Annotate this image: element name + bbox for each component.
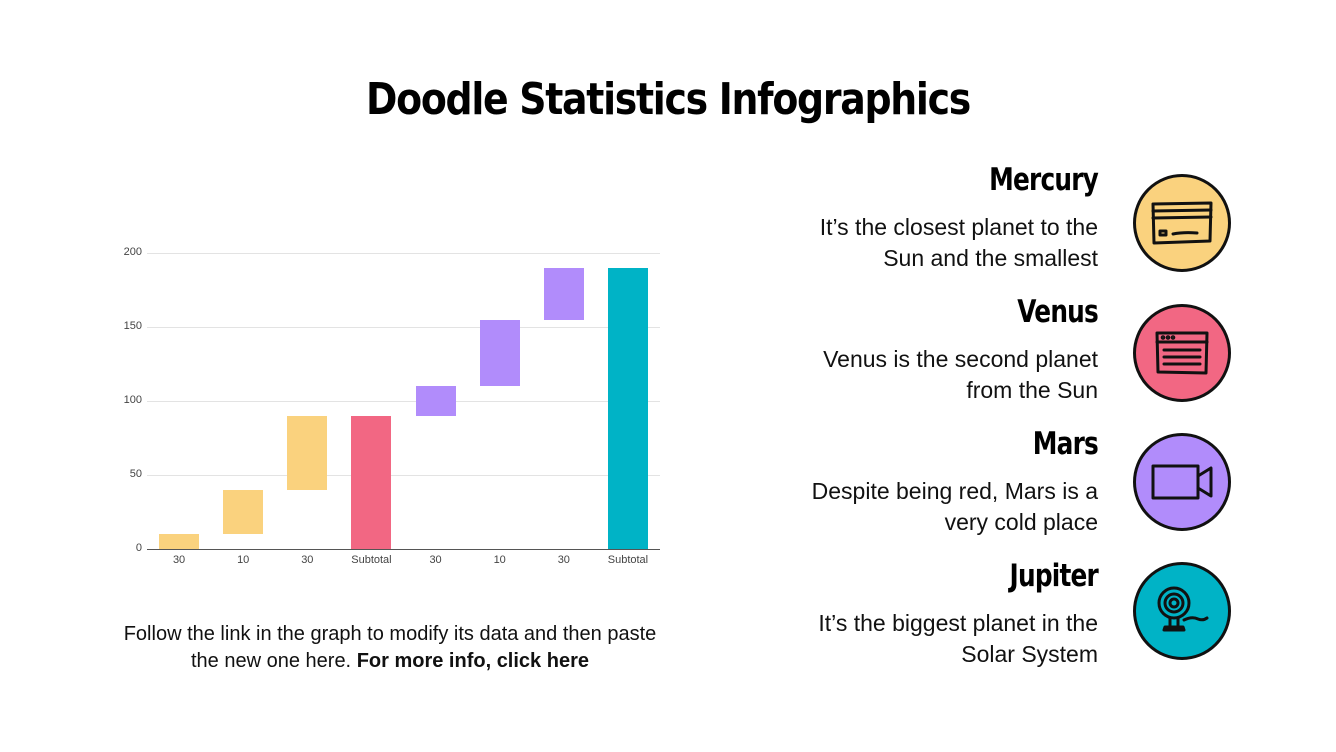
chart-bar[interactable] — [159, 534, 200, 549]
item-description: It’s the closest planet to the Sun and t… — [819, 214, 1098, 271]
chart-bar[interactable] — [543, 267, 584, 320]
item-jupiter: Jupiter It’s the biggest planet in the S… — [698, 558, 1098, 670]
y-tick-label: 50 — [129, 468, 142, 480]
browser-window-icon — [1133, 304, 1231, 402]
item-description: It’s the biggest planet in the Solar Sys… — [818, 610, 1098, 667]
chart-bar[interactable] — [223, 489, 264, 535]
caption-text: Follow the link in the graph to modify i… — [123, 623, 657, 672]
y-tick-label: 0 — [135, 542, 142, 554]
item-title: Venus — [1017, 294, 1099, 330]
page-title: Doodle Statistics Infographics — [366, 74, 971, 125]
video-camera-icon — [1133, 433, 1231, 531]
x-tick-label: 30 — [301, 554, 314, 566]
y-tick-label: 150 — [123, 320, 142, 332]
item-description: Venus is the second planet from the Sun — [823, 346, 1098, 403]
webcam-icon — [1133, 562, 1231, 660]
item-title: Mercury — [989, 162, 1099, 198]
x-tick-label: 10 — [493, 554, 506, 566]
item-description: Despite being red, Mars is a very cold p… — [811, 478, 1098, 535]
waterfall-chart[interactable]: 0 50 100 150 200 30 10 30 Subtotal 30 10 30 Subtotal — [110, 240, 670, 580]
credit-card-icon — [1133, 174, 1231, 272]
chart-caption: Follow the link in the graph to modify i… — [110, 621, 670, 675]
chart-bar[interactable] — [351, 415, 392, 549]
y-tick-label: 100 — [123, 394, 142, 406]
gridline — [147, 327, 660, 328]
item-title: Jupiter — [1009, 558, 1099, 594]
gridline — [147, 401, 660, 402]
y-tick-label: 200 — [123, 246, 142, 258]
chart-bar[interactable] — [479, 319, 520, 387]
x-tick-label: 30 — [557, 554, 570, 566]
more-info-link[interactable]: For more info, click here — [356, 650, 589, 672]
gridline — [147, 253, 660, 254]
x-axis-line — [147, 549, 660, 550]
x-tick-label: Subtotal — [607, 554, 649, 566]
item-mars: Mars Despite being red, Mars is a very c… — [698, 426, 1099, 538]
chart-bar[interactable] — [607, 267, 648, 549]
x-tick-label: 10 — [237, 554, 250, 566]
item-title: Mars — [1032, 426, 1099, 462]
chart-bar[interactable] — [415, 386, 456, 416]
x-tick-label: Subtotal — [351, 554, 392, 566]
x-tick-label: 30 — [172, 554, 186, 566]
gridline — [147, 475, 660, 476]
chart-bar[interactable] — [287, 415, 328, 490]
item-venus: Venus Venus is the second planet from th… — [698, 294, 1099, 406]
item-mercury: Mercury It’s the closest planet to the S… — [698, 162, 1099, 274]
x-tick-label: 30 — [429, 554, 442, 566]
